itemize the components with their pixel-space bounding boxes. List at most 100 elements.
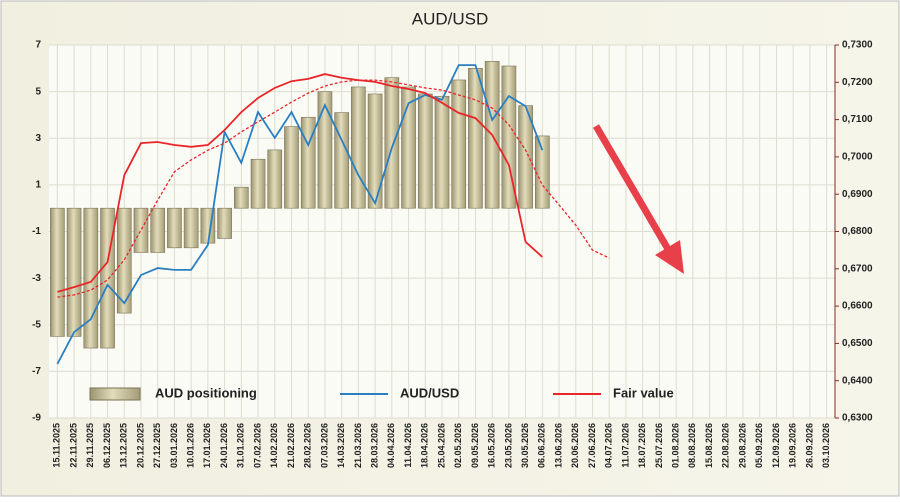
line-series (57, 79, 610, 298)
x-tick-label: 06.06.2026 (537, 423, 547, 468)
x-tick-label: 07.02.2026 (252, 423, 262, 468)
x-tick-label: 14.02.2026 (269, 423, 279, 468)
x-tick-label: 01.08.2026 (671, 423, 681, 468)
x-tick-label: 18.04.2026 (420, 423, 430, 468)
x-tick-label: 15.08.2026 (704, 423, 714, 468)
x-tick-label: 22.11.2025 (68, 423, 78, 468)
y2-tick-label: 0,7300 (842, 40, 873, 51)
y2-tick-label: 0,6500 (842, 338, 873, 349)
bar (384, 77, 400, 209)
x-tick-label: 03.10.2026 (821, 423, 831, 468)
x-tick-label: 05.09.2026 (754, 423, 764, 468)
y2-tick-label: 0,6800 (842, 226, 873, 237)
x-tick-label: 03.01.2026 (169, 423, 179, 468)
bar (351, 86, 366, 209)
bar (417, 93, 433, 209)
y2-tick-label: 0,6300 (842, 413, 873, 424)
y-tick-label: -1 (32, 226, 41, 237)
x-tick-label: 09.05.2026 (470, 423, 480, 468)
line-series (56, 64, 544, 365)
trend-arrowhead (655, 240, 684, 274)
x-tick-label: 26.09.2026 (804, 423, 814, 468)
x-tick-label: 27.12.2025 (152, 423, 162, 468)
bar (150, 207, 166, 253)
x-tick-label: 22.08.2026 (721, 423, 731, 468)
legend-label: AUD/USD (400, 385, 459, 400)
x-tick-label: 04.04.2026 (386, 423, 396, 468)
x-tick-label: 11.04.2026 (403, 423, 413, 468)
y-tick-label: -7 (32, 366, 41, 377)
x-tick-label: 14.03.2026 (336, 423, 346, 468)
x-tick-label: 28.02.2026 (303, 423, 313, 468)
x-tick-label: 28.03.2026 (369, 423, 379, 468)
bar (284, 126, 299, 209)
y-tick-label: -9 (32, 413, 41, 424)
bar (468, 68, 483, 209)
line-series (57, 73, 543, 293)
bar (83, 207, 99, 349)
x-tick-label: 13.06.2026 (553, 423, 563, 468)
bar (133, 207, 149, 253)
x-tick-label: 08.08.2026 (687, 423, 697, 468)
x-tick-label: 31.01.2026 (236, 423, 246, 468)
y-tick-label: -5 (32, 319, 41, 330)
y2-tick-label: 0,7100 (842, 114, 873, 125)
bar (367, 93, 383, 209)
x-tick-label: 30.05.2026 (520, 423, 530, 468)
bar (50, 207, 65, 337)
y-tick-label: 3 (35, 133, 41, 144)
x-tick-label: 21.02.2026 (286, 423, 296, 468)
x-tick-label: 29.08.2026 (737, 423, 747, 468)
x-tick-label: 27.06.2026 (587, 423, 597, 468)
legend-label: Fair value (613, 385, 674, 400)
x-tick-label: 10.01.2026 (186, 423, 196, 468)
x-tick-label: 13.12.2025 (119, 423, 129, 468)
y-tick-label: -3 (32, 273, 41, 284)
x-tick-label: 25.04.2026 (436, 423, 446, 468)
x-tick-label: 20.12.2025 (135, 423, 145, 468)
x-tick-label: 21.03.2026 (353, 423, 363, 468)
legend-label: AUD positioning (155, 385, 257, 400)
x-tick-label: 24.01.2026 (219, 423, 229, 468)
y-tick-label: 7 (35, 40, 41, 51)
x-tick-label: 06.12.2025 (102, 423, 112, 468)
y2-tick-label: 0,6400 (842, 375, 873, 386)
x-tick-label: 04.07.2026 (604, 423, 614, 468)
legend-swatch (89, 387, 141, 401)
x-tick-label: 16.05.2026 (487, 423, 497, 468)
y-tick-label: 1 (35, 180, 41, 191)
bar (267, 149, 283, 209)
x-tick-label: 19.09.2026 (788, 423, 798, 468)
bar (401, 86, 416, 209)
bar (535, 135, 550, 209)
x-tick-label: 12.09.2026 (771, 423, 781, 468)
chart-title: AUD/USD (412, 9, 489, 28)
bar (434, 95, 450, 209)
x-tick-label: 18.07.2026 (637, 423, 647, 468)
bar (233, 186, 249, 209)
bar (66, 207, 82, 337)
y2-tick-label: 0,6900 (842, 189, 873, 200)
bar (167, 207, 182, 249)
bar (334, 112, 349, 209)
bar (217, 207, 232, 239)
plot-layer: 15.11.2025 22.11.2025 29.11.2025 06.12.2025… (32, 40, 873, 468)
y2-tick-label: 0,7200 (842, 77, 873, 88)
x-tick-label: 17.01.2026 (202, 423, 212, 468)
x-tick-label: 07.03.2026 (319, 423, 329, 468)
bar (451, 79, 467, 209)
trend-arrow (592, 124, 676, 258)
x-tick-label: 20.06.2026 (570, 423, 580, 468)
bar (183, 207, 199, 249)
x-tick-label: 29.11.2025 (85, 423, 95, 468)
bar (100, 207, 115, 349)
x-tick-label: 25.07.2026 (654, 423, 664, 468)
bar (116, 207, 132, 314)
x-tick-label: 23.05.2026 (503, 423, 513, 468)
x-tick-label: 15.11.2025 (52, 423, 62, 468)
y2-tick-label: 0,6700 (842, 263, 873, 274)
bar (317, 91, 333, 209)
x-tick-label: 11.07.2026 (620, 423, 630, 468)
y2-tick-label: 0,6600 (842, 301, 873, 312)
bar (250, 158, 266, 209)
